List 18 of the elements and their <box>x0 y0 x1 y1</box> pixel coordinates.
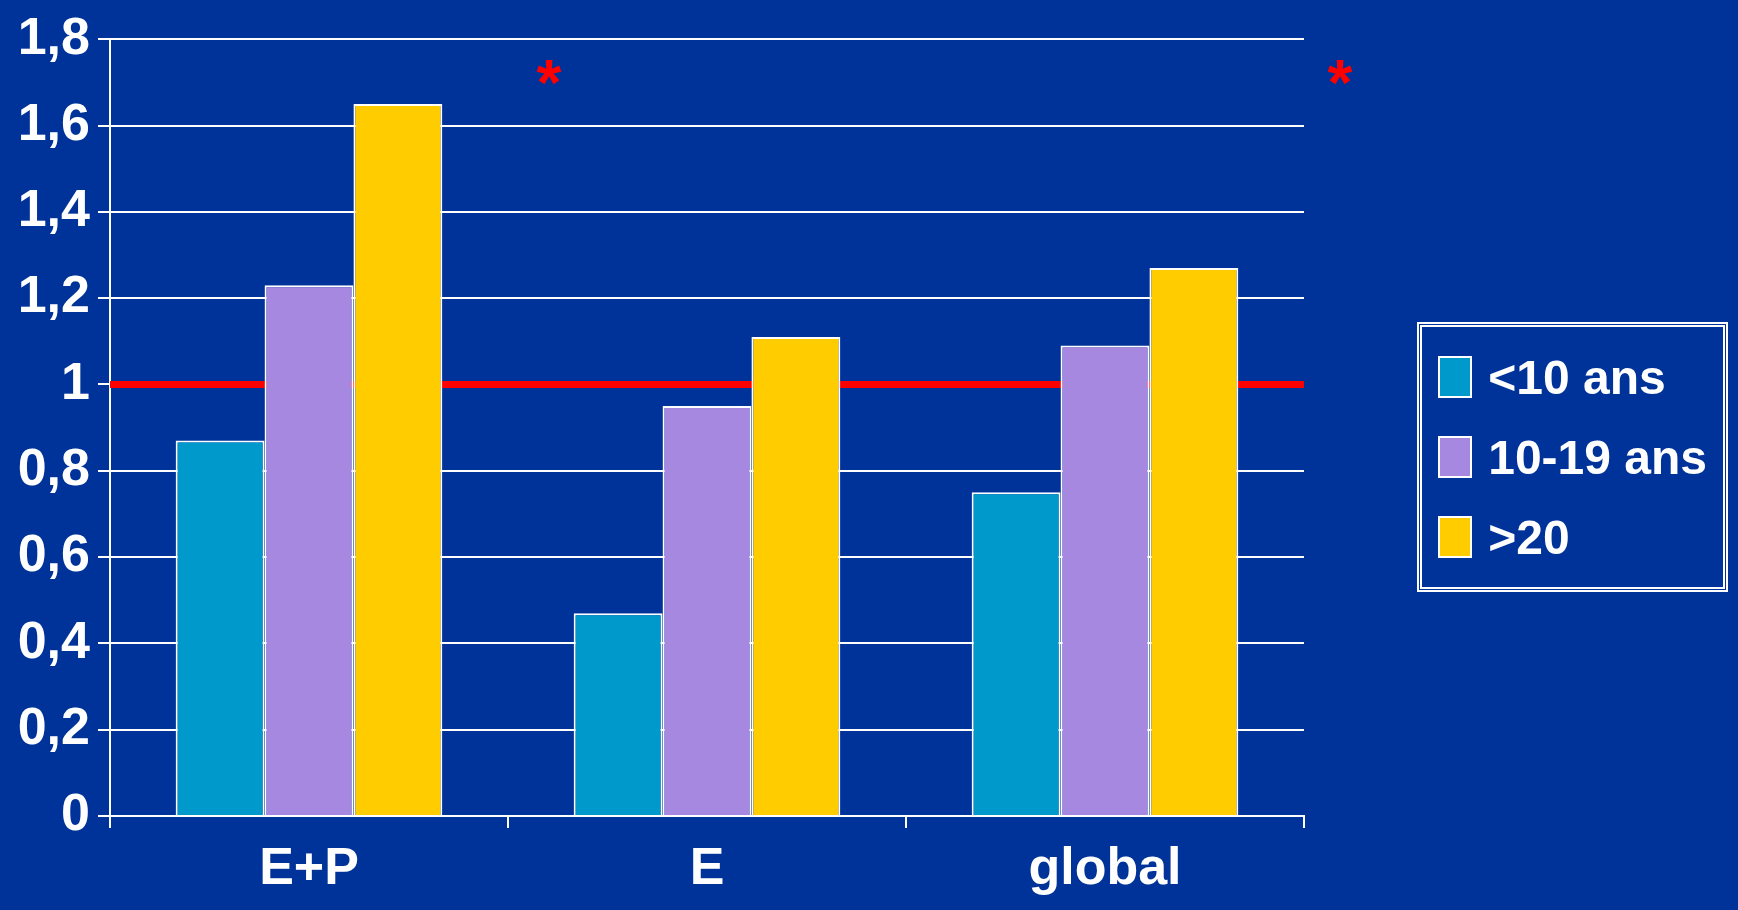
y-tick-label: 0,2 <box>17 697 90 756</box>
y-tick-label: 0,4 <box>17 610 91 669</box>
y-tick-label: 1,2 <box>17 265 90 324</box>
y-tick-label: 0,6 <box>17 524 90 583</box>
y-tick-label: 0 <box>61 783 90 842</box>
y-tick-label: 0,8 <box>17 438 90 497</box>
legend-label: >20 <box>1488 509 1570 565</box>
legend-label: <10 ans <box>1488 349 1666 405</box>
x-tick-label: E+P <box>259 836 359 895</box>
annotation: * <box>536 46 562 119</box>
x-tick-label: E <box>689 836 725 895</box>
x-tick-label: global <box>1028 836 1182 895</box>
y-tick-label: 1,8 <box>17 6 90 65</box>
y-tick-label: 1,4 <box>17 179 91 238</box>
y-tick-label: 1 <box>61 351 90 410</box>
y-tick-label: 1,6 <box>17 92 90 151</box>
text: * <box>1327 46 1353 119</box>
legend-label: 10-19 ans <box>1488 429 1707 485</box>
